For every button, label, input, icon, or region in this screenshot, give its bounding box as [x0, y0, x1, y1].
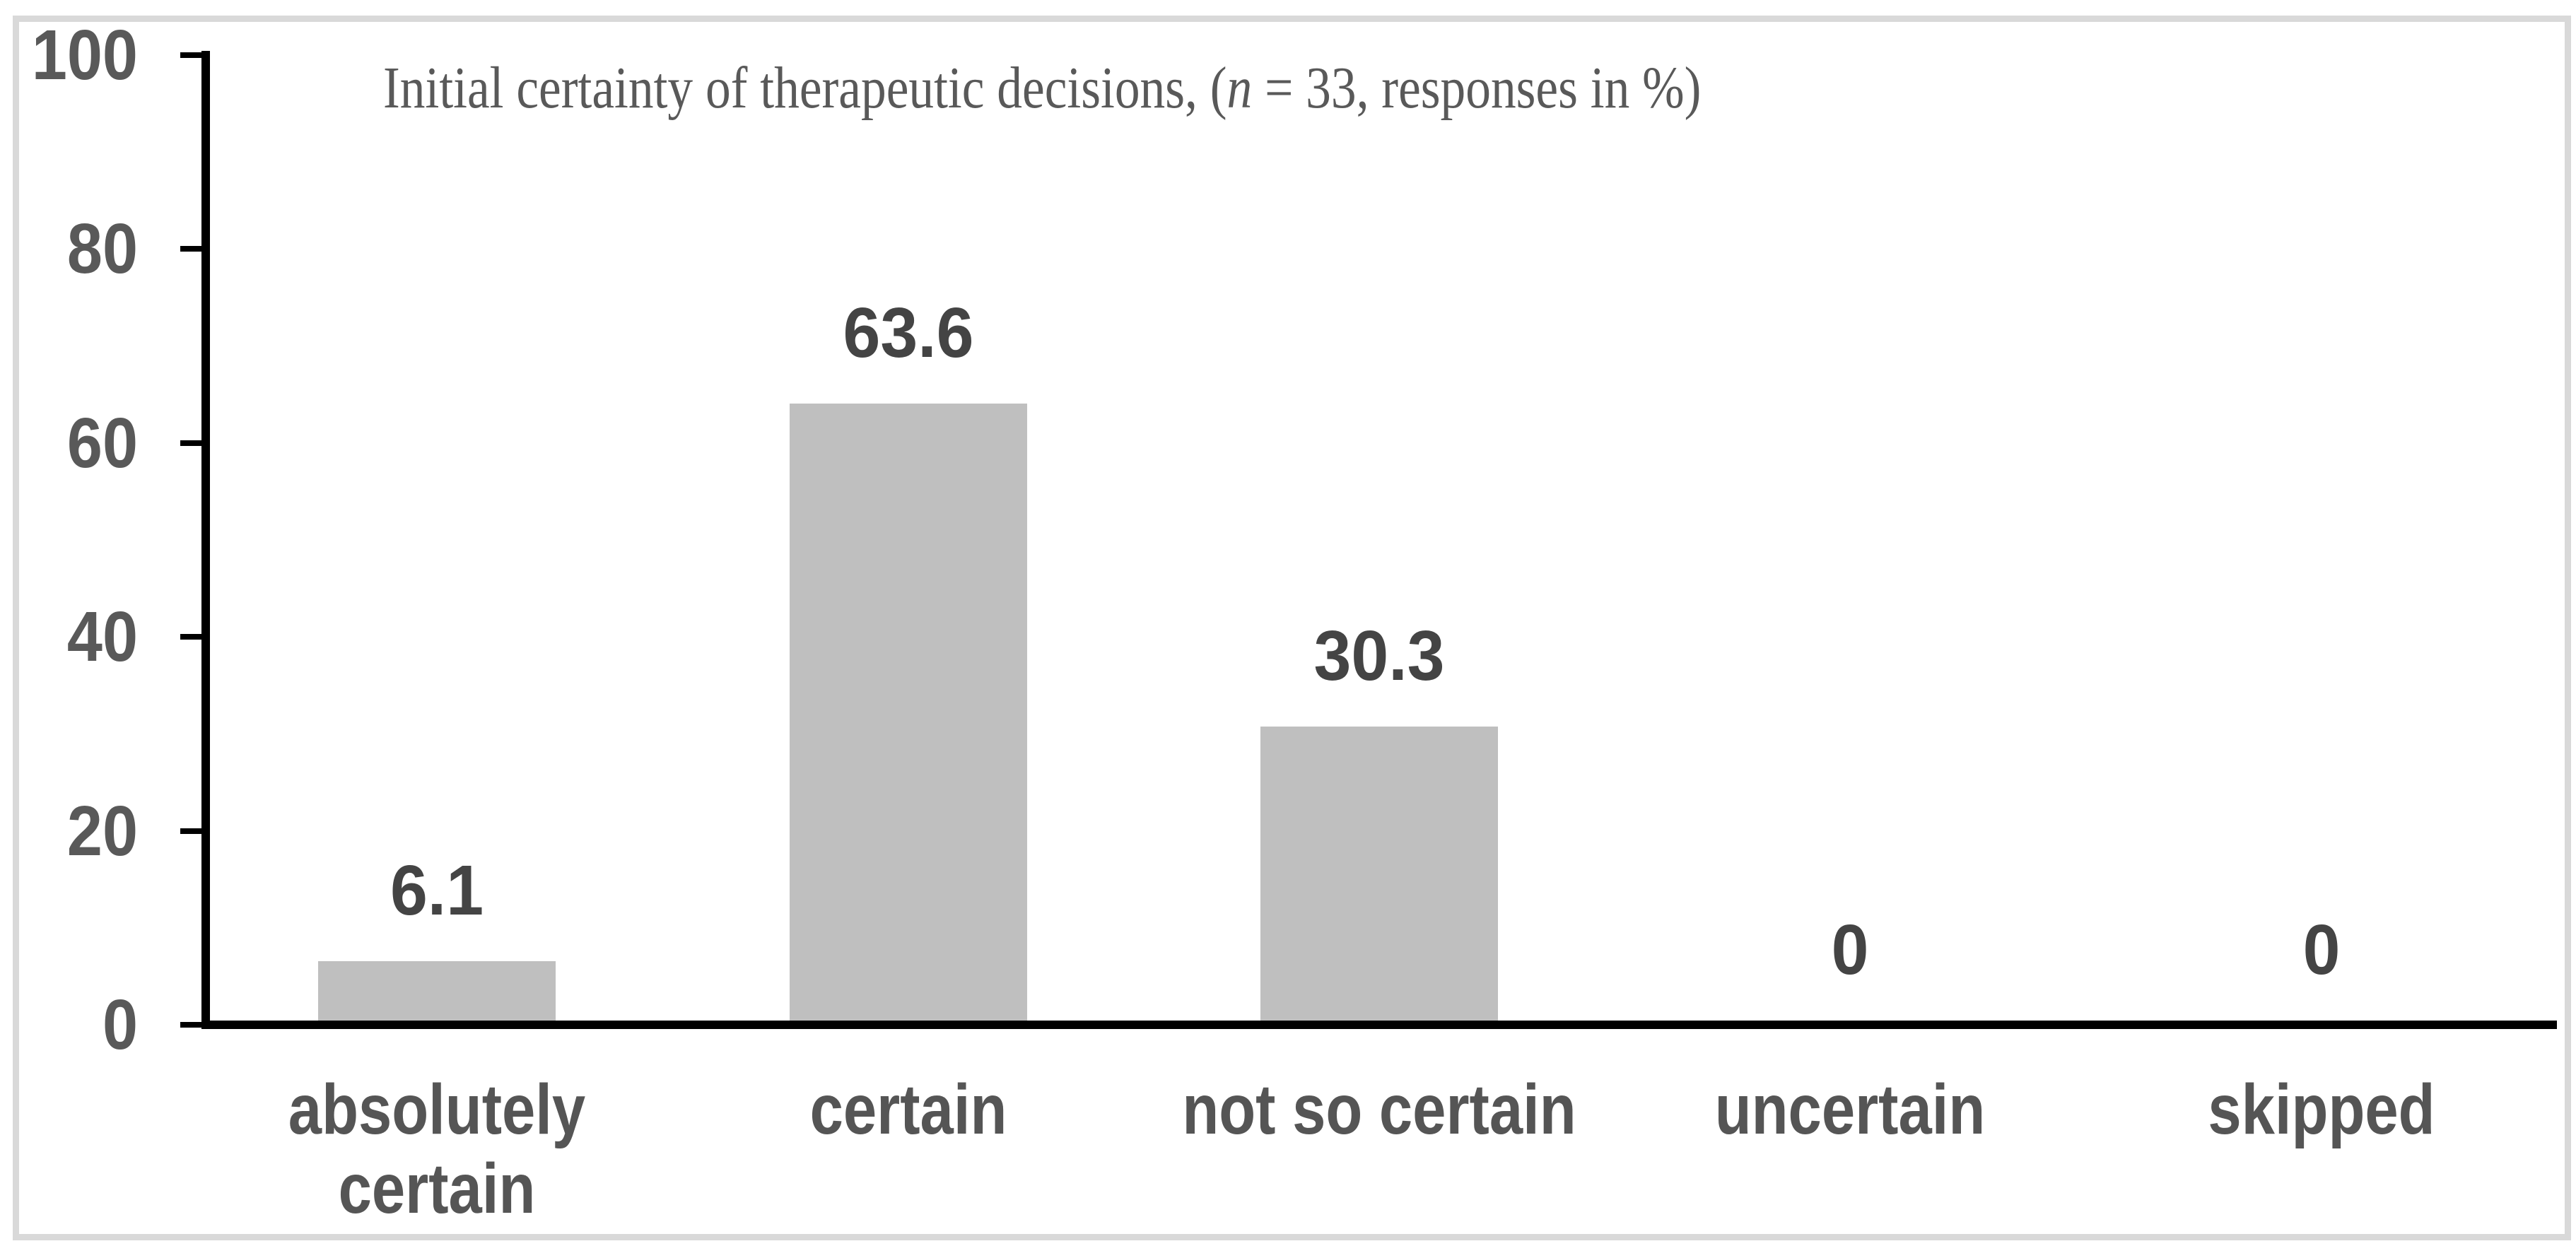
bar [789, 404, 1027, 1021]
y-axis-tick-label: 100 [31, 16, 138, 95]
category-label: absolutely certain [167, 1070, 708, 1228]
category-label-line: not so certain [1182, 1070, 1576, 1149]
y-axis-tick-label: 0 [102, 985, 138, 1064]
category-label: certain [638, 1070, 1178, 1149]
category-label-line: absolutely [288, 1070, 586, 1149]
bar-value-label: 30.3 [1313, 616, 1445, 695]
y-axis-tick-label: 60 [66, 403, 138, 483]
category-label-line: certain [338, 1149, 536, 1228]
bar-slot: 0 skipped [2086, 0, 2557, 1246]
category-label: not so certain [1109, 1070, 1650, 1149]
category-label-line: certain [809, 1070, 1007, 1149]
category-label-line: uncertain [1715, 1070, 1986, 1149]
chart-title-suffix: = 33, responses in %) [1252, 55, 1702, 121]
y-axis-tick [180, 52, 201, 58]
category-label: skipped [2051, 1070, 2576, 1149]
y-axis-tick [180, 634, 201, 640]
chart-title: Initial certainty of therapeutic decisio… [383, 53, 1701, 131]
y-axis-line [201, 51, 210, 1029]
chart-title-n-italic: n [1226, 55, 1253, 121]
bar [1260, 727, 1498, 1021]
bar-value-label: 0 [1831, 910, 1869, 989]
chart-title-prefix: Initial certainty of therapeutic decisio… [383, 55, 1227, 121]
y-axis-tick [180, 440, 201, 446]
y-axis-tick-label: 20 [66, 791, 138, 871]
y-axis-tick-label: 40 [66, 597, 138, 677]
chart-frame [13, 16, 2571, 1240]
bar-slot: 63.6 certain [672, 0, 1143, 1246]
category-label-line: skipped [2208, 1070, 2435, 1149]
bar-value-label: 0 [2302, 910, 2341, 989]
bar-value-label: 63.6 [843, 293, 974, 372]
bar-slot: 6.1 absolutely certain [201, 0, 672, 1246]
category-label: uncertain [1580, 1070, 2121, 1149]
bar-value-label: 6.1 [390, 851, 484, 930]
bar [318, 961, 556, 1021]
bar-slot: 30.3 not so certain [1144, 0, 1615, 1246]
y-axis-tick [180, 1022, 201, 1028]
x-axis-line [201, 1021, 2557, 1029]
y-axis-tick [180, 246, 201, 252]
y-axis-tick-label: 80 [66, 209, 138, 289]
y-axis-tick [180, 828, 201, 834]
bar-slot: 0 uncertain [1615, 0, 2085, 1246]
